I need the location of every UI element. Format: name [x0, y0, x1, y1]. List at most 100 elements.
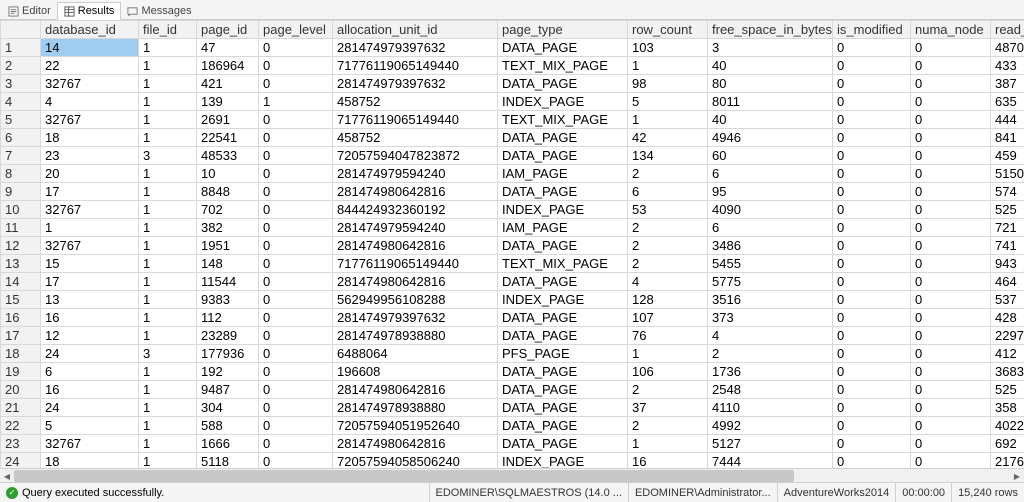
cell[interactable]: 281474980642816	[333, 273, 498, 291]
cell[interactable]: 32767	[41, 111, 139, 129]
cell[interactable]: 5127	[708, 435, 833, 453]
cell[interactable]: 3	[139, 345, 197, 363]
row-number[interactable]: 2	[1, 57, 41, 75]
column-header[interactable]: allocation_unit_id	[333, 21, 498, 39]
cell[interactable]: 4022	[991, 417, 1024, 435]
cell[interactable]: 18	[41, 129, 139, 147]
column-header[interactable]: numa_node	[911, 21, 991, 39]
cell[interactable]: 2	[628, 417, 708, 435]
cell[interactable]: 6488064	[333, 345, 498, 363]
cell[interactable]: DATA_PAGE	[498, 327, 628, 345]
cell[interactable]: 0	[911, 273, 991, 291]
cell[interactable]: IAM_PAGE	[498, 219, 628, 237]
cell[interactable]: 433	[991, 57, 1024, 75]
cell[interactable]: 0	[259, 237, 333, 255]
cell[interactable]: 1	[139, 309, 197, 327]
cell[interactable]: 0	[833, 453, 911, 469]
cell[interactable]: 1	[628, 111, 708, 129]
cell[interactable]: DATA_PAGE	[498, 363, 628, 381]
cell[interactable]: 16	[41, 309, 139, 327]
cell[interactable]: 2	[628, 219, 708, 237]
table-row[interactable]: 14171115440281474980642816DATA_PAGE45775…	[1, 273, 1024, 291]
table-row[interactable]: 6181225410458752DATA_PAGE42494600841	[1, 129, 1024, 147]
cell[interactable]: 0	[911, 327, 991, 345]
row-number[interactable]: 10	[1, 201, 41, 219]
table-row[interactable]: 17121232890281474978938880DATA_PAGE76400…	[1, 327, 1024, 345]
cell[interactable]: 4110	[708, 399, 833, 417]
tab-editor[interactable]: Editor	[2, 3, 57, 19]
cell[interactable]: DATA_PAGE	[498, 381, 628, 399]
row-number[interactable]: 22	[1, 417, 41, 435]
cell[interactable]: 40	[708, 111, 833, 129]
cell[interactable]: 5	[41, 417, 139, 435]
cell[interactable]: 281474979594240	[333, 165, 498, 183]
table-row[interactable]: 2016194870281474980642816DATA_PAGE225480…	[1, 381, 1024, 399]
cell[interactable]: 0	[833, 237, 911, 255]
cell[interactable]: 76	[628, 327, 708, 345]
cell[interactable]: 0	[833, 93, 911, 111]
cell[interactable]: 2176	[991, 453, 1024, 469]
scroll-thumb[interactable]	[14, 470, 794, 482]
cell[interactable]: 635	[991, 93, 1024, 111]
cell[interactable]: 47	[197, 39, 259, 57]
cell[interactable]: 421	[197, 75, 259, 93]
cell[interactable]: 0	[259, 381, 333, 399]
cell[interactable]: 692	[991, 435, 1024, 453]
cell[interactable]: 37	[628, 399, 708, 417]
cell[interactable]: 281474979397632	[333, 75, 498, 93]
cell[interactable]: 0	[911, 219, 991, 237]
table-row[interactable]: 1513193830562949956108288INDEX_PAGE12835…	[1, 291, 1024, 309]
cell[interactable]: 0	[259, 219, 333, 237]
cell[interactable]: DATA_PAGE	[498, 183, 628, 201]
cell[interactable]: 12	[41, 327, 139, 345]
cell[interactable]: 0	[833, 399, 911, 417]
table-row[interactable]: 2221186964071776119065149440TEXT_MIX_PAG…	[1, 57, 1024, 75]
cell[interactable]: 0	[259, 399, 333, 417]
cell[interactable]: DATA_PAGE	[498, 237, 628, 255]
cell[interactable]: 0	[911, 183, 991, 201]
row-number[interactable]: 14	[1, 273, 41, 291]
column-header[interactable]: page_level	[259, 21, 333, 39]
cell[interactable]: 281474978938880	[333, 399, 498, 417]
row-number[interactable]: 19	[1, 363, 41, 381]
cell[interactable]: 525	[991, 201, 1024, 219]
cell[interactable]: 15	[41, 255, 139, 273]
cell[interactable]: 0	[833, 363, 911, 381]
cell[interactable]: 11544	[197, 273, 259, 291]
row-number[interactable]: 21	[1, 399, 41, 417]
cell[interactable]: 281474980642816	[333, 183, 498, 201]
row-number[interactable]: 15	[1, 291, 41, 309]
cell[interactable]: 0	[833, 57, 911, 75]
cell[interactable]: 6	[41, 363, 139, 381]
column-header[interactable]: read_r	[991, 21, 1024, 39]
cell[interactable]: 0	[259, 165, 333, 183]
cell[interactable]: 0	[833, 165, 911, 183]
cell[interactable]: 13	[41, 291, 139, 309]
cell[interactable]: 24	[41, 345, 139, 363]
cell[interactable]: 1	[139, 165, 197, 183]
cell[interactable]: 0	[259, 453, 333, 469]
cell[interactable]: 444	[991, 111, 1024, 129]
cell[interactable]: DATA_PAGE	[498, 147, 628, 165]
cell[interactable]: 60	[708, 147, 833, 165]
cell[interactable]: 4870	[991, 39, 1024, 57]
cell[interactable]: 128	[628, 291, 708, 309]
cell[interactable]: 0	[259, 363, 333, 381]
row-number[interactable]: 6	[1, 129, 41, 147]
cell[interactable]: 1	[139, 255, 197, 273]
cell[interactable]: 3683	[991, 363, 1024, 381]
column-header[interactable]: page_type	[498, 21, 628, 39]
cell[interactable]: 72057594047823872	[333, 147, 498, 165]
cell[interactable]: DATA_PAGE	[498, 39, 628, 57]
cell[interactable]: 1	[139, 219, 197, 237]
cell[interactable]: 4946	[708, 129, 833, 147]
cell[interactable]: 2548	[708, 381, 833, 399]
cell[interactable]: 0	[911, 39, 991, 57]
cell[interactable]: 2297	[991, 327, 1024, 345]
cell[interactable]: 48533	[197, 147, 259, 165]
row-number[interactable]: 13	[1, 255, 41, 273]
cell[interactable]: 1	[139, 327, 197, 345]
cell[interactable]: 281474979397632	[333, 39, 498, 57]
cell[interactable]: 0	[259, 435, 333, 453]
cell[interactable]: 8848	[197, 183, 259, 201]
